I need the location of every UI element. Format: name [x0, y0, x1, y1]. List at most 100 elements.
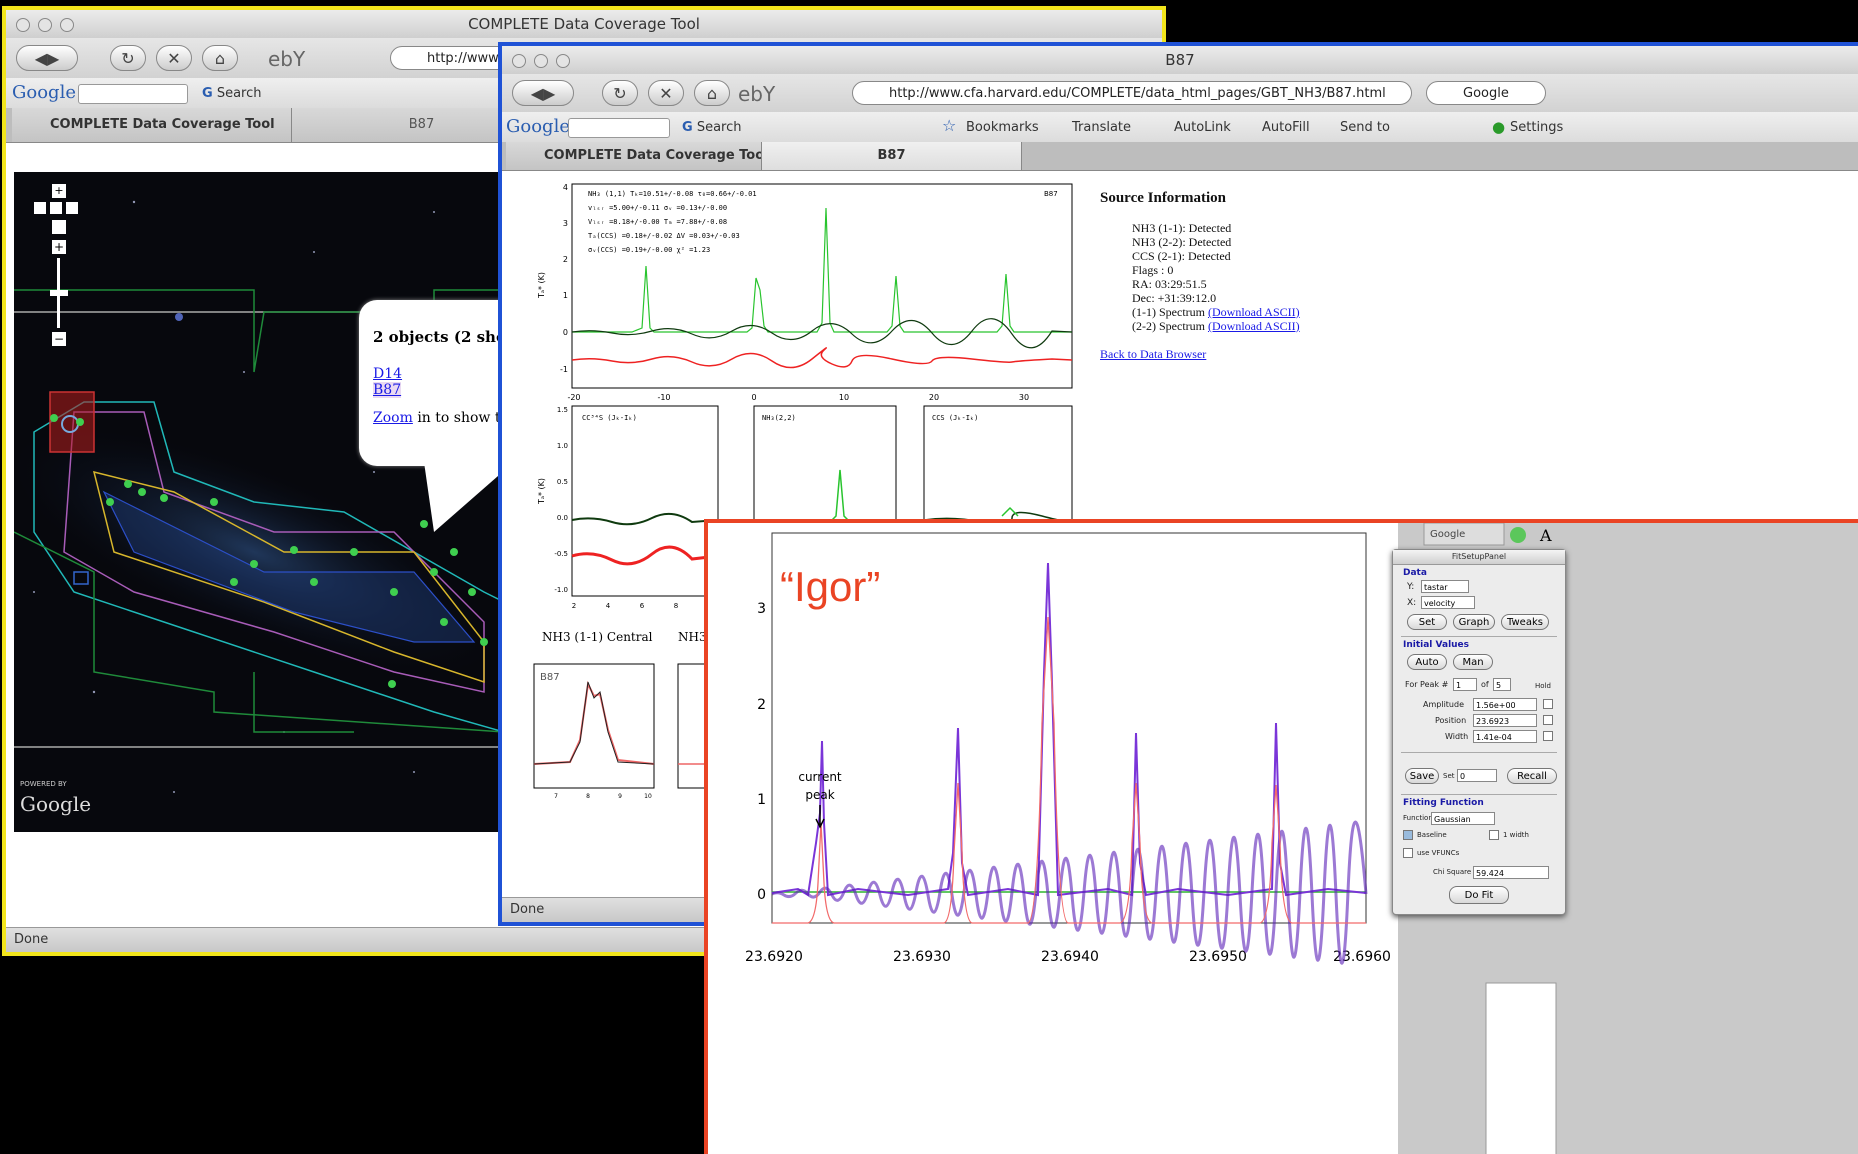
x-tick: 23.6920: [745, 949, 803, 965]
man-button[interactable]: Man: [1453, 654, 1493, 670]
y-wave-select[interactable]: tastar: [1421, 580, 1469, 593]
map-info-bubble: 2 objects (2 shown): D14 B87 Zoom in to …: [359, 300, 504, 466]
pan-up-icon[interactable]: +: [52, 184, 66, 198]
x-tick: 10: [839, 393, 849, 402]
panel-section-data: Data: [1403, 568, 1427, 578]
pan-center-icon[interactable]: [50, 202, 62, 214]
recall-button[interactable]: Recall: [1507, 768, 1557, 784]
autolink-button[interactable]: AutoLink: [1174, 120, 1231, 135]
back-forward-button[interactable]: ◀▶: [512, 80, 574, 106]
graph-button[interactable]: Graph: [1453, 614, 1495, 630]
y-tick: 1.5: [557, 406, 568, 414]
map-pan-zoom-control[interactable]: + + −: [34, 184, 80, 349]
window-controls[interactable]: [16, 18, 74, 32]
zoom-out-icon[interactable]: −: [52, 332, 66, 346]
bookmarks-button[interactable]: Bookmarks: [966, 120, 1039, 135]
back-forward-button[interactable]: ◀▶: [16, 45, 78, 71]
baseline-checkbox[interactable]: [1403, 830, 1413, 840]
thumb-plot-b87[interactable]: B87 7 8 9 10: [530, 660, 710, 810]
hold-width-checkbox[interactable]: [1543, 731, 1553, 741]
source-info-line: Dec: +31:39:12.0: [1132, 291, 1217, 305]
igor-fit-plot[interactable]: 3 2 1 0 23.6920 23.6930 23.6940 23.6950 …: [708, 523, 1858, 1154]
popup-zoom-link[interactable]: Zoom: [373, 410, 413, 426]
download-ascii-link-2[interactable]: (Download ASCII): [1207, 319, 1300, 333]
google-search-button[interactable]: G Search: [682, 120, 742, 135]
x-tick: 6: [640, 602, 645, 610]
peak-number-field[interactable]: 1: [1453, 678, 1477, 691]
use-vfuncs-checkbox[interactable]: [1403, 848, 1413, 858]
hold-amplitude-checkbox[interactable]: [1543, 699, 1553, 709]
save-button[interactable]: Save: [1405, 768, 1439, 784]
google-search-input[interactable]: [78, 84, 188, 104]
one-width-checkbox[interactable]: [1489, 830, 1499, 840]
small-plot-ylabel: Tₐ* (K): [537, 478, 546, 505]
send-to-button[interactable]: Send to: [1340, 120, 1390, 135]
reload-button[interactable]: ↻: [110, 45, 146, 71]
amplitude-field[interactable]: 1.56e+00: [1473, 698, 1537, 711]
tab-coverage-tool[interactable]: COMPLETE Data Coverage Tool: [506, 142, 762, 170]
tab-b87[interactable]: B87: [762, 142, 1022, 170]
region-highlight: [49, 391, 95, 453]
igor-fit-curve: [772, 616, 1366, 924]
google-toolbar: Google G Search ☆ Bookmarks Translate Au…: [502, 112, 1858, 143]
google-search-button[interactable]: G Search: [202, 86, 262, 101]
do-fit-button[interactable]: Do Fit: [1449, 886, 1509, 904]
sky-coverage-map[interactable]: + + − POWERED BY Google 2 objects (2 sho…: [14, 172, 504, 832]
popup-link-d14[interactable]: D14: [373, 366, 403, 382]
main-plot-y-ticks: 4 3 2 1 0 -1: [560, 183, 568, 374]
position-field[interactable]: 23.6923: [1473, 714, 1537, 727]
url-bar[interactable]: http://www.cfa.harvard.edu/COMPLETE/data…: [852, 81, 1412, 105]
pan-down-icon[interactable]: [52, 220, 66, 234]
width-label: Width: [1445, 732, 1469, 741]
igor-search-box: Google: [1430, 529, 1465, 540]
tab-coverage-tool[interactable]: COMPLETE Data Coverage Tool: [12, 108, 292, 142]
popup-link-b87[interactable]: B87: [373, 382, 402, 398]
auto-button[interactable]: Auto: [1407, 654, 1447, 670]
ebay-icon[interactable]: ebY: [268, 47, 306, 71]
x-wave-select[interactable]: velocity: [1421, 596, 1475, 609]
tweaks-button[interactable]: Tweaks: [1501, 614, 1549, 630]
x-tick: -20: [567, 393, 580, 402]
y-tick: 4: [563, 183, 568, 192]
stop-button[interactable]: ✕: [156, 45, 192, 71]
pan-right-icon[interactable]: [66, 202, 78, 214]
hold-position-checkbox[interactable]: [1543, 715, 1553, 725]
popup-zoom-text: in to show these: [417, 410, 504, 426]
color-wheel-icon: [1510, 527, 1526, 543]
source-info-line: CCS (2-1): Detected: [1132, 249, 1231, 263]
home-button[interactable]: ⌂: [202, 45, 238, 71]
y-tick: 0: [563, 328, 568, 337]
function-select[interactable]: Gaussian: [1431, 812, 1495, 825]
stop-button[interactable]: ✕: [648, 80, 684, 106]
use-vfuncs-label: use VFUNCs: [1417, 849, 1460, 857]
zoom-in-icon[interactable]: +: [52, 240, 66, 254]
panel-section-fitting: Fitting Function: [1403, 798, 1484, 808]
google-search-input[interactable]: [568, 118, 670, 138]
y-tick: 2: [563, 255, 568, 264]
google-logo-icon: Google: [12, 82, 76, 103]
download-ascii-link-1[interactable]: (Download ASCII): [1207, 305, 1300, 319]
window-controls[interactable]: [512, 54, 570, 68]
set-button[interactable]: Set: [1407, 614, 1447, 630]
autofill-button[interactable]: AutoFill: [1262, 120, 1310, 135]
bookmark-star-icon[interactable]: ☆: [942, 116, 957, 135]
ebay-icon[interactable]: ebY: [738, 82, 776, 106]
home-button[interactable]: ⌂: [694, 80, 730, 106]
x-tick: 4: [606, 602, 611, 610]
pan-left-icon[interactable]: [34, 202, 46, 214]
settings-icon[interactable]: ●: [1492, 118, 1506, 136]
x-tick: -10: [657, 393, 670, 402]
set-number-label: Set: [1443, 772, 1455, 780]
settings-button[interactable]: Settings: [1510, 120, 1564, 135]
translate-button[interactable]: Translate: [1072, 120, 1132, 135]
zoom-slider-handle[interactable]: [50, 290, 68, 296]
reload-button[interactable]: ↻: [602, 80, 638, 106]
set-number-field[interactable]: 0: [1457, 769, 1497, 782]
back-to-data-browser-link[interactable]: Back to Data Browser: [1100, 347, 1207, 361]
search-engine-box[interactable]: Google: [1426, 81, 1546, 105]
peak-total-field[interactable]: 5: [1493, 678, 1511, 691]
window-title-bar: COMPLETE Data Coverage Tool: [6, 10, 1162, 39]
width-field[interactable]: 1.41e-04: [1473, 730, 1537, 743]
panel-section-initial: Initial Values: [1403, 640, 1470, 650]
function-label: Function: [1403, 814, 1433, 822]
